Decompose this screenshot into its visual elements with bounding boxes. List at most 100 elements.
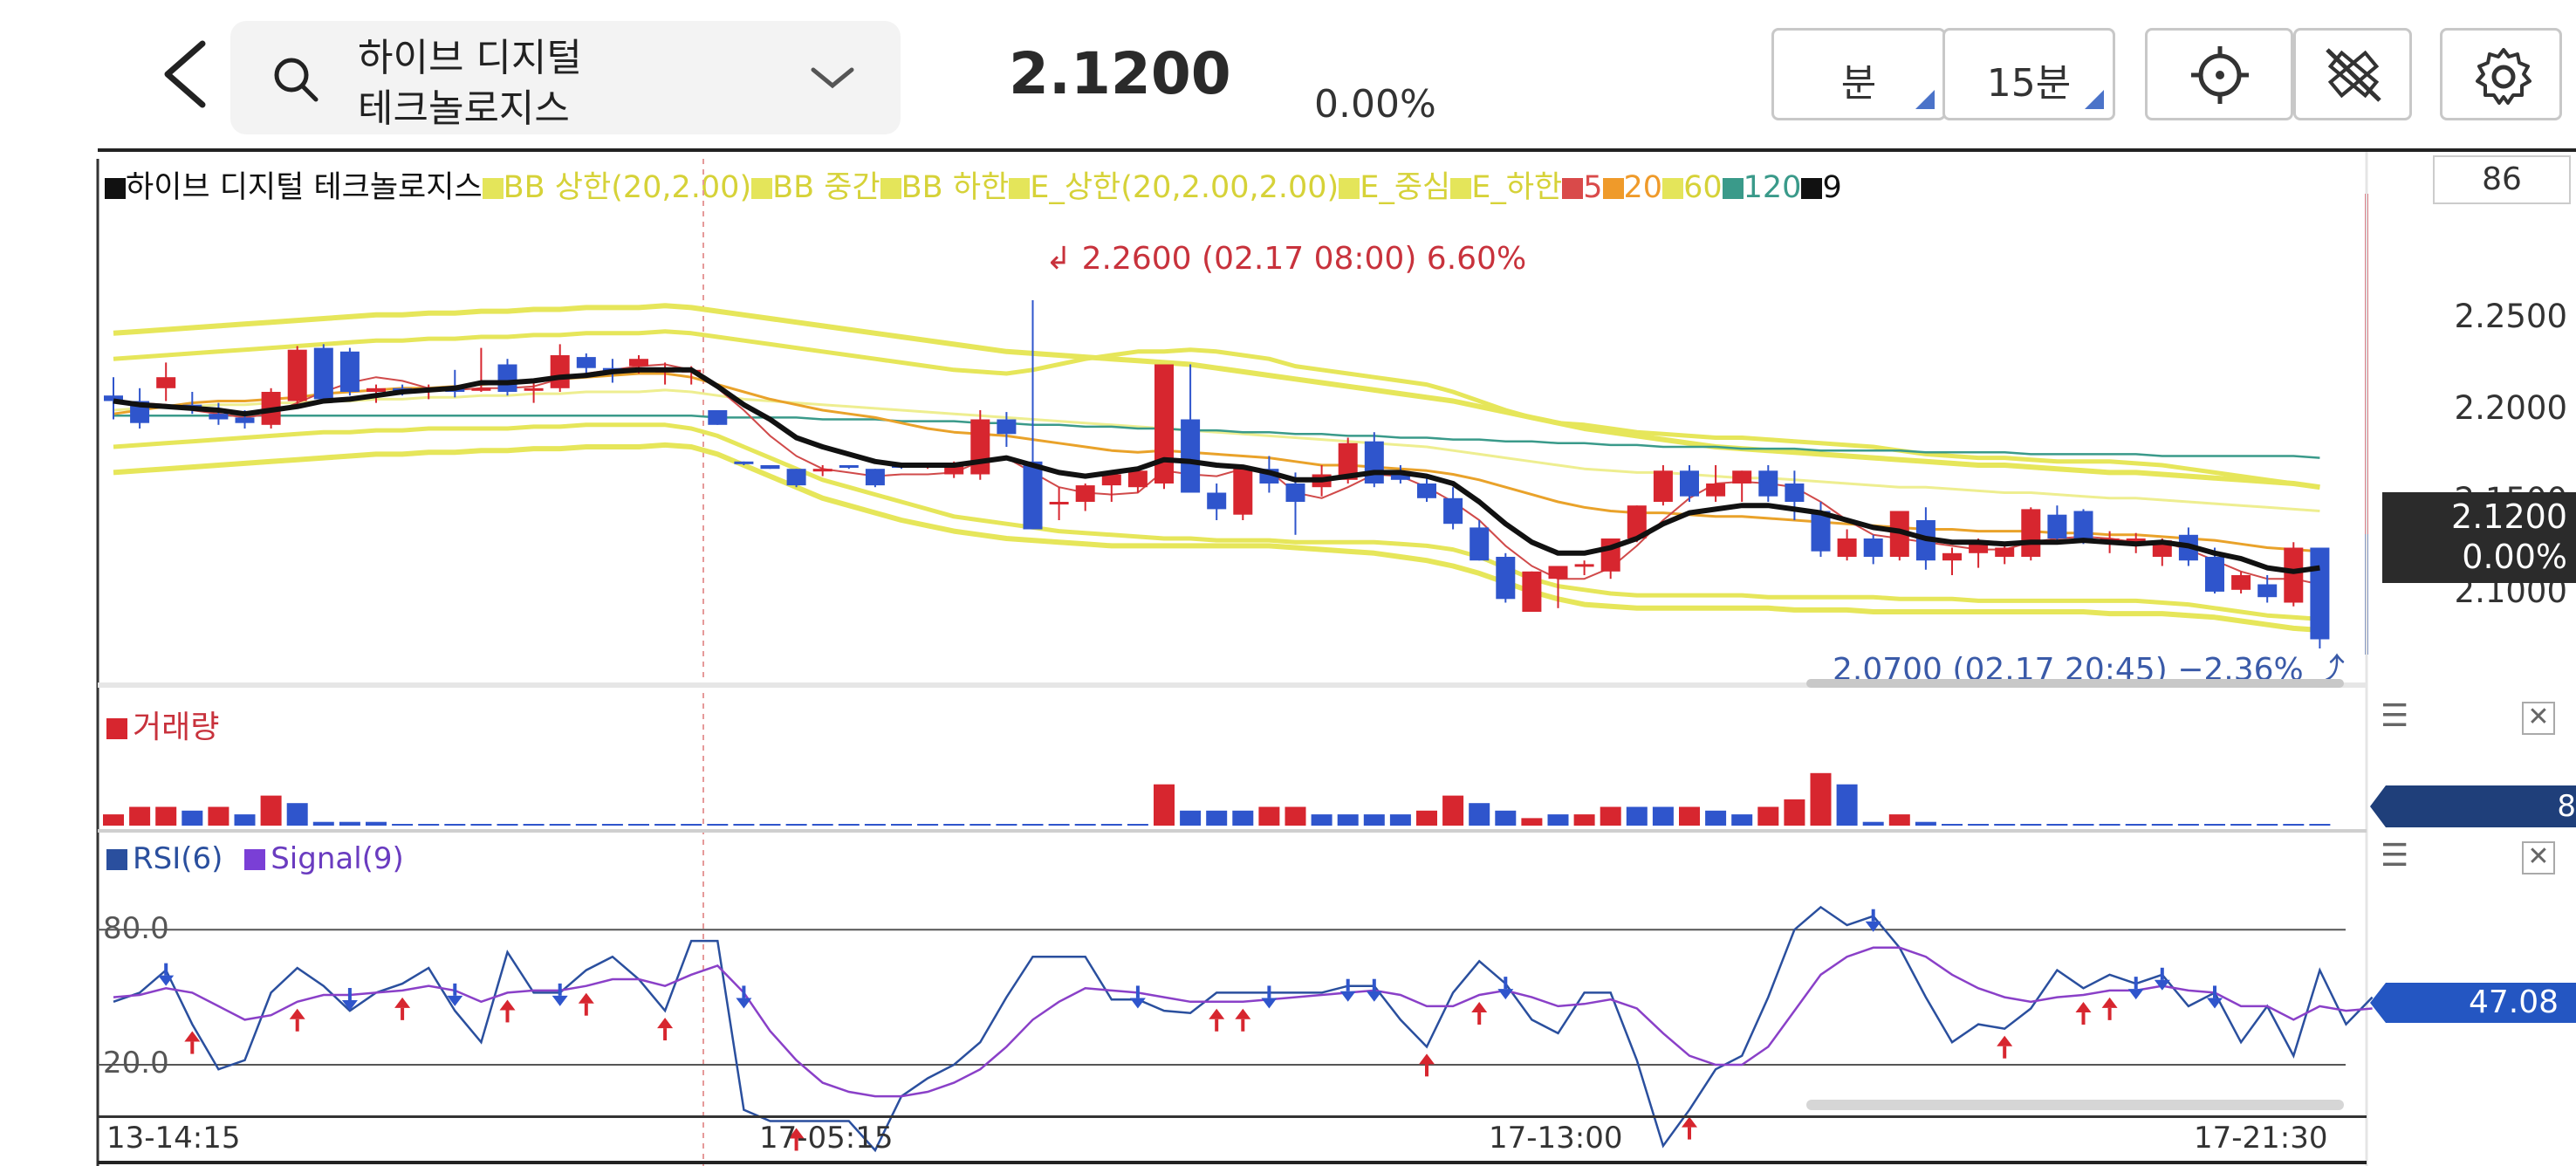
horizontal-scrollbar-bottom[interactable]	[1806, 1100, 2344, 1110]
ma120-line	[113, 415, 2320, 459]
crosshair-icon	[2191, 46, 2249, 104]
volume-bar	[969, 824, 991, 826]
candle-down	[2310, 547, 2330, 640]
legend-item[interactable]: E_하한	[1450, 170, 1562, 205]
candle-down	[209, 414, 229, 420]
volume-title: 거래량	[133, 710, 220, 745]
candle-down	[104, 395, 123, 401]
volume-bar	[523, 824, 545, 826]
candle-down	[1023, 461, 1043, 530]
dropdown-corner-icon	[2085, 90, 2104, 109]
x-axis-tick-label: 17-05:15	[759, 1121, 894, 1156]
volume-bar	[917, 824, 939, 826]
legend-item[interactable]: E_중심	[1339, 170, 1450, 205]
volume-last-value: 8	[2557, 789, 2576, 824]
sell-arrow-icon	[1366, 991, 1382, 1002]
legend-item[interactable]: 60	[1662, 170, 1723, 205]
x-axis-line	[98, 1115, 2367, 1118]
candle-down	[235, 417, 255, 423]
candle-down	[2073, 511, 2093, 543]
ruler-pencil-off-icon	[2326, 48, 2381, 102]
current-price: 2.1200	[1009, 40, 1231, 107]
volume-bar	[1915, 821, 1936, 826]
interval-button[interactable]: 15분	[1942, 28, 2115, 120]
hamburger-menu-icon[interactable]: ☰	[2381, 698, 2409, 734]
sell-arrow-icon	[736, 998, 752, 1009]
candle-down	[1181, 419, 1201, 493]
volume-bar	[1363, 814, 1385, 826]
drawing-tools-button[interactable]	[2293, 28, 2412, 120]
volume-bar	[444, 824, 466, 826]
legend-swatch	[1801, 178, 1823, 199]
volume-bar	[1232, 810, 1254, 826]
volume-bar	[286, 803, 308, 826]
buy-arrow-icon	[289, 1008, 305, 1019]
volume-bar	[260, 795, 282, 826]
legend-item[interactable]: E_상한(20,2.00,2.00)	[1009, 170, 1339, 205]
settings-button[interactable]	[2440, 28, 2562, 120]
candle-down	[865, 469, 885, 486]
candle-up	[1233, 469, 1253, 515]
hamburger-menu-icon[interactable]: ☰	[2381, 838, 2409, 874]
candle-up	[1653, 470, 1673, 502]
period-button[interactable]: 분	[1771, 28, 1946, 120]
candle-up	[156, 377, 176, 388]
close-panel-icon[interactable]: ✕	[2522, 702, 2555, 735]
volume-bar	[812, 824, 833, 826]
candle-down	[497, 364, 517, 392]
volume-bar	[601, 824, 623, 826]
volume-bar	[2125, 824, 2147, 826]
volume-bar	[182, 810, 203, 826]
buy-arrow-icon	[2075, 1002, 2092, 1013]
volume-legend: 거래량	[106, 702, 219, 747]
volume-bar	[943, 824, 965, 826]
symbol-search-box[interactable]	[230, 21, 901, 134]
buy-arrow-icon	[1419, 1053, 1435, 1065]
volume-bar	[1573, 814, 1595, 826]
volume-bar	[1285, 806, 1306, 826]
legend-swatch	[482, 178, 504, 199]
volume-bar	[785, 824, 807, 826]
sell-arrow-icon	[158, 975, 175, 986]
signal-line	[113, 946, 2373, 1098]
close-panel-icon[interactable]: ✕	[2522, 841, 2555, 874]
legend-item[interactable]: BB 중간	[751, 170, 880, 205]
legend-label: BB 하한	[901, 170, 1010, 205]
volume-bar	[1968, 824, 1990, 826]
indicator-legend[interactable]: 하이브 디지털 테크놀로지스 BB 상한(20,2.00) BB 중간 BB 하한 E_…	[105, 162, 1842, 207]
candle-up	[1548, 566, 1568, 580]
gear-icon	[2476, 48, 2531, 105]
legend-item[interactable]: 하이브 디지털 테크놀로지스	[105, 170, 483, 205]
crosshair-button[interactable]	[2145, 28, 2293, 120]
volume-bar	[1022, 824, 1044, 826]
legend-item[interactable]: BB 하한	[880, 170, 1010, 205]
back-arrow-icon[interactable]	[157, 35, 218, 113]
volume-bar	[2072, 824, 2094, 826]
candle-up	[2284, 547, 2304, 603]
legend-swatch	[1450, 178, 1472, 199]
volume-bar	[707, 824, 729, 826]
legend-item[interactable]: 9	[1801, 170, 1842, 205]
legend-item[interactable]: 120	[1722, 170, 1801, 205]
legend-label: 20	[1623, 170, 1663, 205]
legend-item[interactable]: 20	[1602, 170, 1663, 205]
volume-bar	[366, 821, 387, 826]
candle-down	[2047, 514, 2067, 538]
x-axis-tick-label: 17-13:00	[1489, 1121, 1623, 1156]
signal-swatch	[244, 849, 266, 870]
legend-item[interactable]: 5	[1562, 170, 1603, 205]
horizontal-scrollbar-top[interactable]	[1806, 679, 2344, 688]
legend-swatch	[1602, 178, 1624, 199]
price-change-percent: 0.00%	[1314, 82, 1436, 127]
legend-item[interactable]: BB 상한(20,2.00)	[482, 170, 751, 205]
volume-swatch	[106, 718, 127, 739]
sell-arrow-icon	[447, 995, 463, 1006]
chevron-down-icon[interactable]	[810, 65, 855, 91]
buy-arrow-icon	[1997, 1035, 2013, 1046]
candle-up	[1154, 364, 1174, 484]
candle-up	[471, 388, 491, 391]
rsi-line	[113, 905, 2374, 1153]
ma60-line	[113, 388, 2320, 512]
volume-bar	[1337, 814, 1359, 826]
